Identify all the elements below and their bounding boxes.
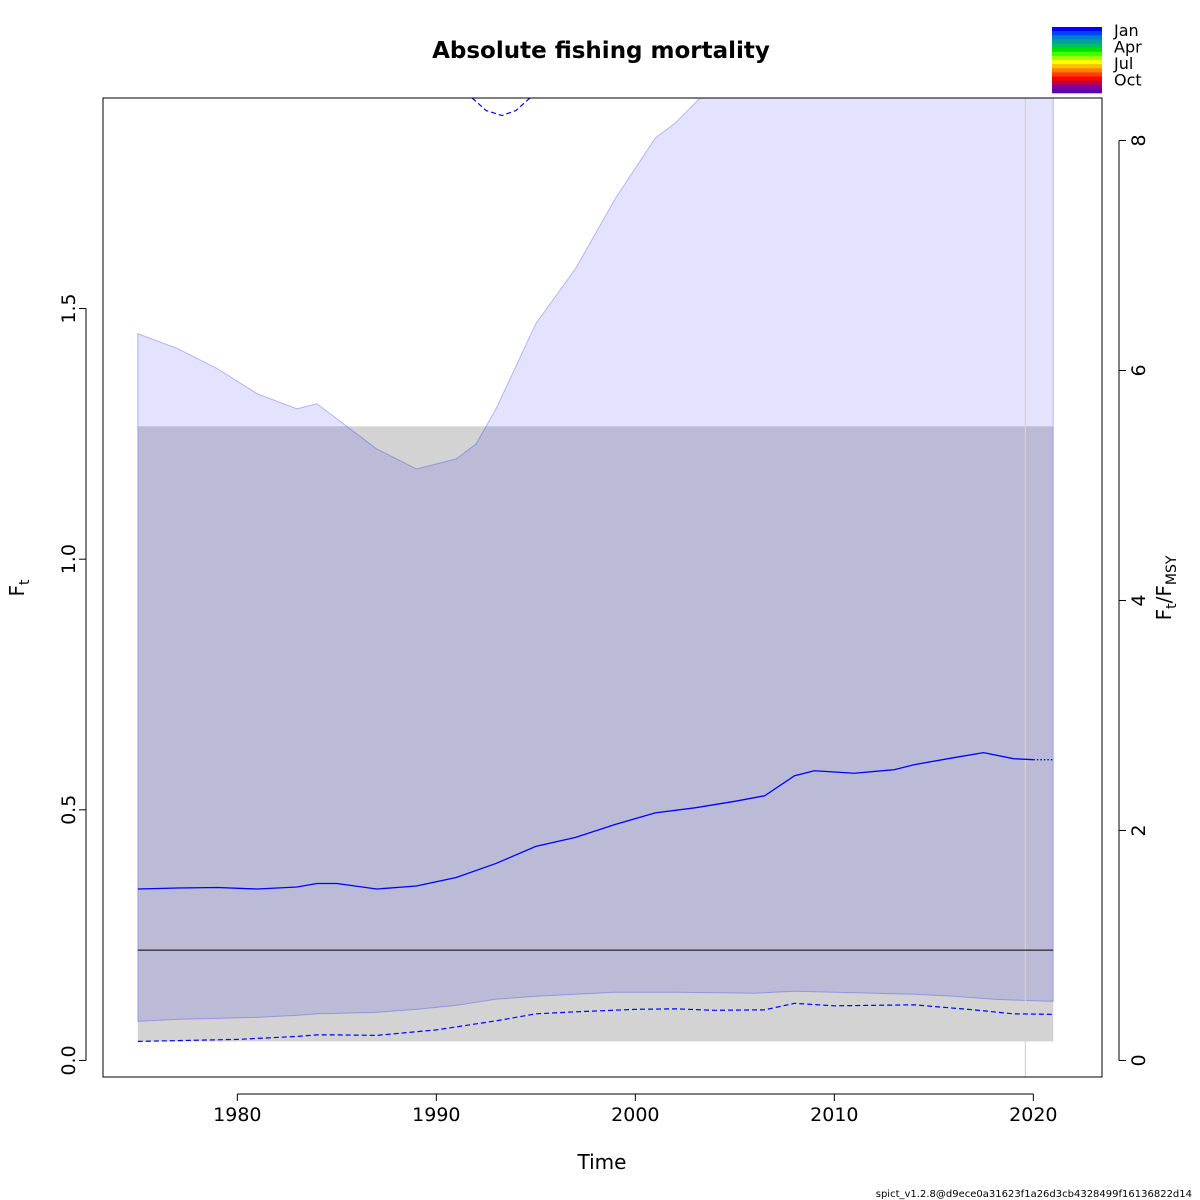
y2-tick-label-1: 2	[1128, 824, 1150, 836]
legend-swatch-13	[1052, 80, 1102, 86]
footer-version-note: spict_v1.2.8@d9ece0a31623f1a26d3cb432849…	[876, 1189, 1192, 1200]
legend-label-jul: Jul	[1113, 54, 1133, 73]
legend-swatch-12	[1052, 76, 1102, 81]
y-tick-label-2: 1.0	[58, 544, 80, 574]
y-axis: 0.0 0.5 1.0 1.5	[58, 293, 87, 1076]
legend-swatch-15	[1052, 88, 1102, 94]
x-tick-label-2020: 2020	[1009, 1104, 1057, 1126]
y2-axis-title: Ft/FMSY	[1152, 555, 1180, 620]
legend-swatch-7	[1052, 55, 1102, 61]
plot-frame	[102, 97, 1103, 1078]
chart-title: Absolute fishing mortality	[432, 38, 770, 64]
x-tick-label-2000: 2000	[611, 1104, 659, 1126]
svg-text:Ft/FMSY: Ft/FMSY	[1152, 555, 1180, 620]
legend-swatch-11	[1052, 72, 1102, 77]
y-tick-label-3: 1.5	[58, 293, 80, 323]
y-axis-title-main: F	[5, 585, 29, 597]
legend-swatch-0	[1052, 27, 1102, 32]
f-ci-upper-dashed-line	[471, 98, 531, 117]
legend-swatch-3	[1052, 39, 1102, 44]
plot-area	[137, 98, 1054, 1077]
legend-swatch-5	[1052, 47, 1102, 53]
y2-tick-label-0: 0	[1128, 1054, 1150, 1066]
legend-label-apr: Apr	[1114, 38, 1142, 57]
y2-tick-label-4: 8	[1128, 134, 1150, 146]
y2-axis-title-sub2: MSY	[1164, 555, 1180, 585]
y-tick-label-0: 0.0	[58, 1045, 80, 1075]
y2-tick-label-3: 6	[1128, 364, 1150, 376]
legend-swatch-6	[1052, 51, 1102, 57]
y2-tick-label-2: 4	[1128, 594, 1150, 606]
legend-swatch-4	[1052, 43, 1102, 48]
y2-axis-title-sep: /F	[1152, 585, 1176, 603]
legend-swatch-10	[1052, 68, 1102, 73]
legend-swatch-2	[1052, 35, 1102, 40]
y-axis-title: Ft	[5, 579, 33, 597]
legend-swatch-8	[1052, 60, 1102, 65]
legend-label-oct: Oct	[1114, 71, 1142, 90]
y2-axis: 0 2 4 6 8	[1118, 134, 1150, 1067]
legend-label-jan: Jan	[1113, 21, 1139, 40]
y2-axis-title-main: F	[1152, 609, 1176, 621]
y-tick-label-1: 0.5	[58, 795, 80, 825]
x-axis-title: Time	[577, 1150, 627, 1174]
legend-swatch-9	[1052, 64, 1102, 69]
y-axis-title-sub: t	[17, 579, 33, 585]
fmsy-ci-band	[137, 426, 1054, 1042]
x-tick-label-2010: 2010	[810, 1104, 858, 1126]
series-line-0	[137, 752, 1034, 890]
y2-axis-title-sub1: t	[1164, 603, 1180, 609]
legend-swatch-1	[1052, 31, 1102, 36]
x-tick-label-1980: 1980	[213, 1104, 261, 1126]
svg-text:Ft: Ft	[5, 579, 33, 597]
legend-swatch-14	[1052, 84, 1102, 90]
f-ci-band	[137, 98, 1054, 1022]
x-tick-label-1990: 1990	[412, 1104, 460, 1126]
x-axis: 1980 1990 2000 2010 2020	[213, 1093, 1058, 1126]
f-ci-lower-dashed-line	[137, 1002, 1054, 1043]
